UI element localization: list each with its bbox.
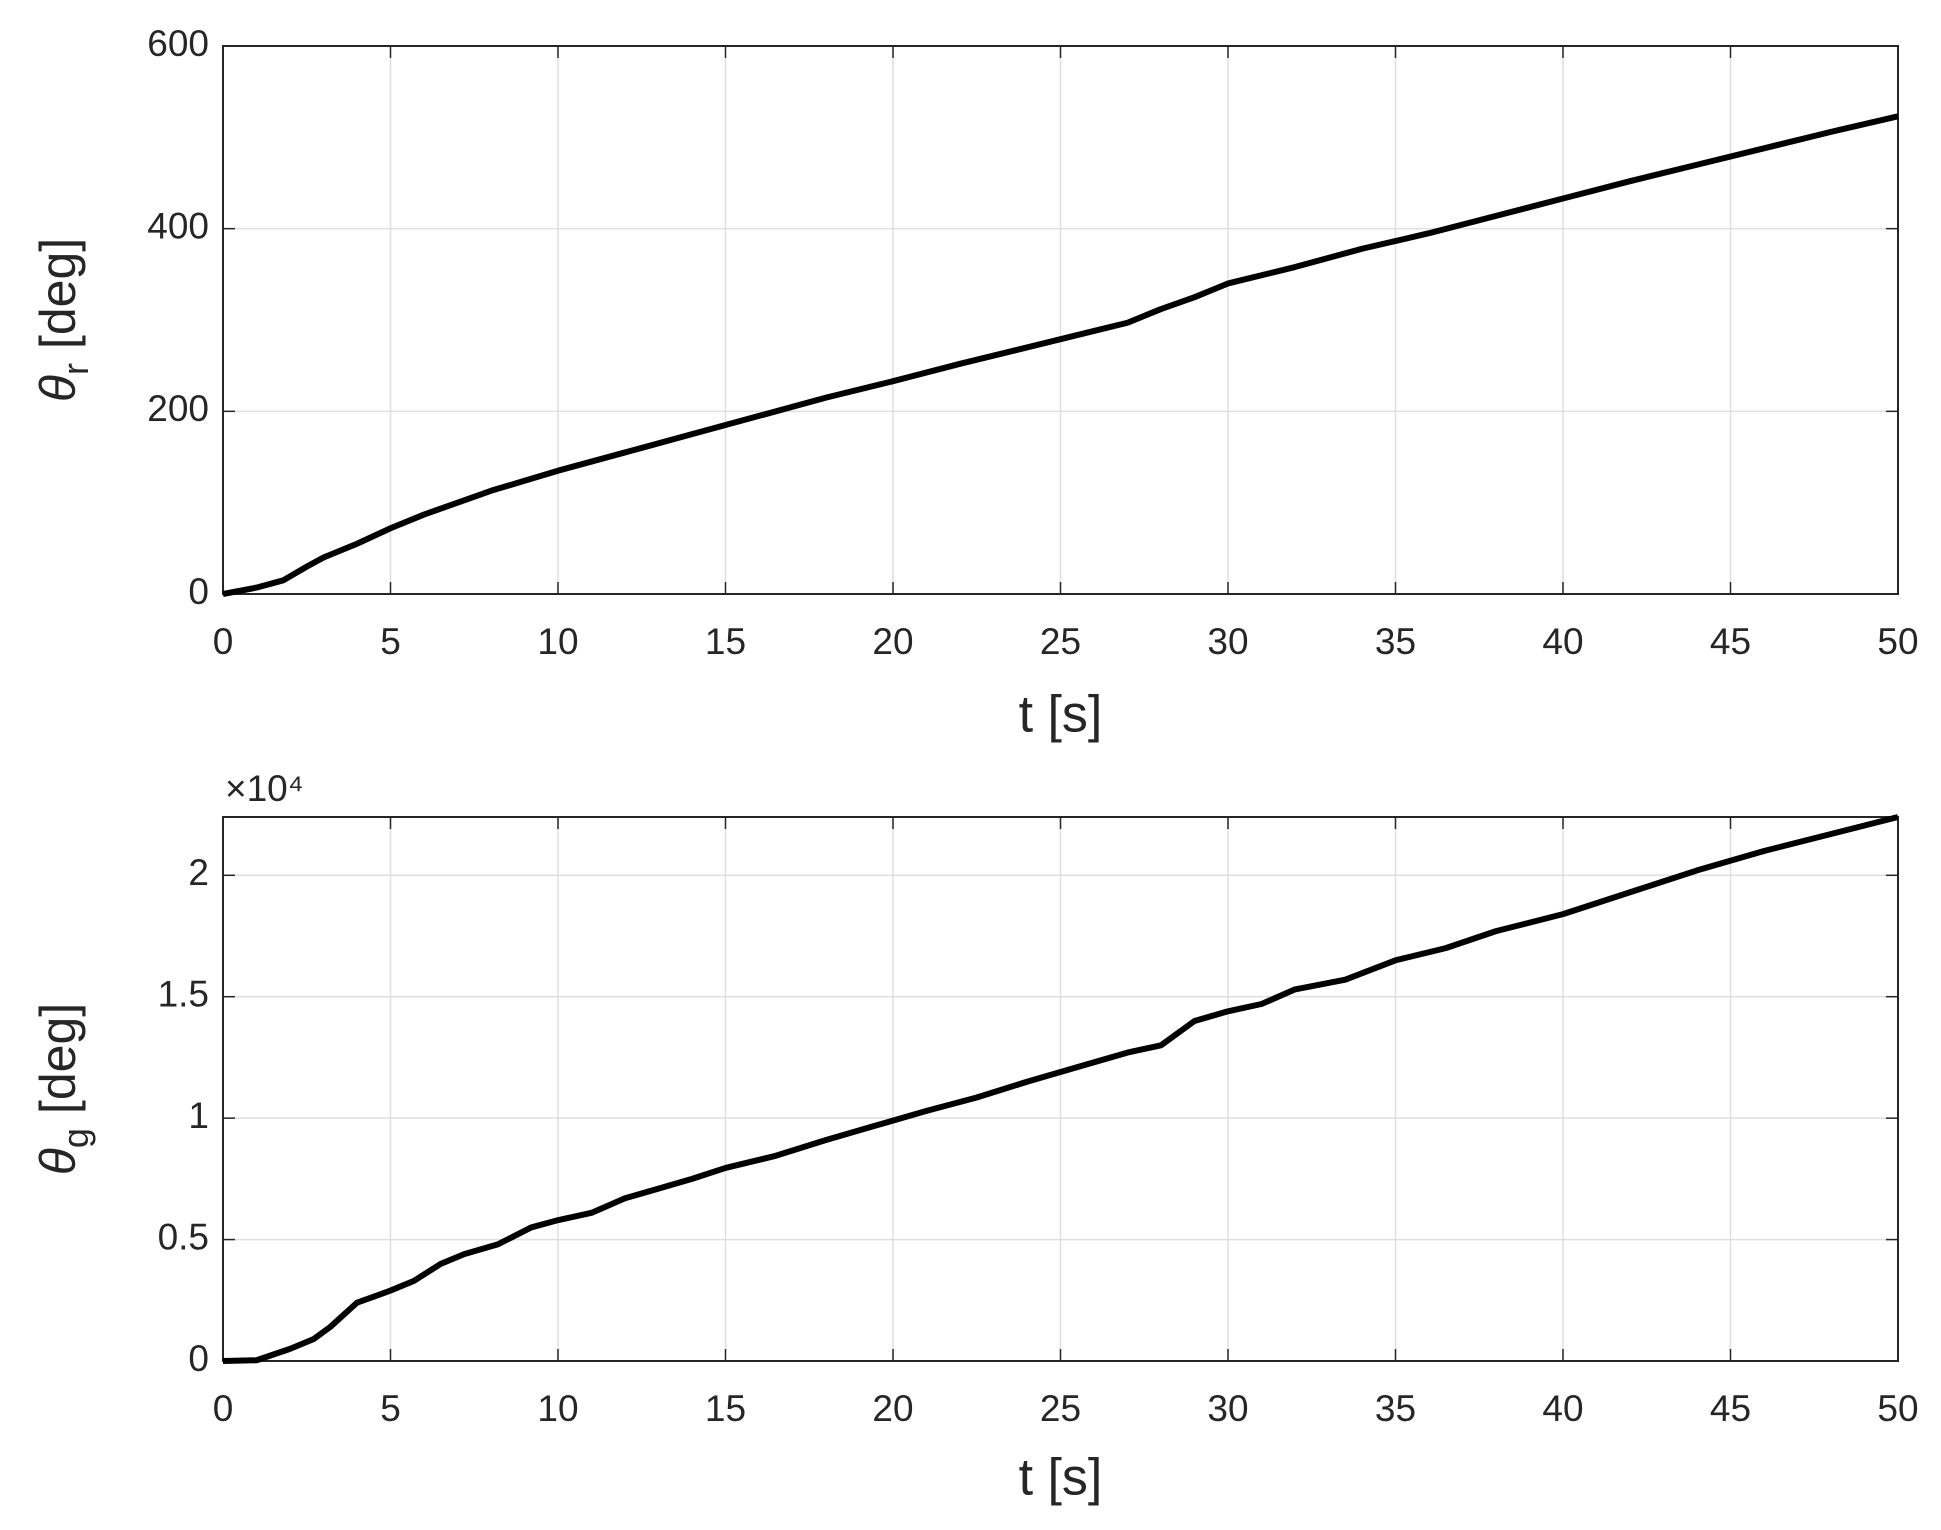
x-tick-label: 35	[1375, 1388, 1416, 1429]
x-tick-label: 0	[213, 621, 234, 662]
y-tick-label: 0	[188, 1338, 209, 1379]
axes-box	[222, 816, 1899, 1362]
y-tick-label: 0	[188, 571, 209, 612]
y-tick-label: 200	[147, 388, 209, 429]
y-tick-label: 1.5	[158, 973, 209, 1014]
x-tick-label: 5	[380, 621, 401, 662]
x-tick-label: 45	[1710, 1388, 1751, 1429]
y-label-unit: [deg]	[30, 1003, 86, 1114]
x-tick-label: 10	[537, 1388, 578, 1429]
x-tick-label: 25	[1040, 1388, 1081, 1429]
x-tick-label: 5	[380, 1388, 401, 1429]
y-tick-label: 2	[188, 852, 209, 893]
x-tick-label: 40	[1542, 621, 1583, 662]
y-label-symbol: θ	[30, 1148, 86, 1175]
x-tick-label: 15	[705, 1388, 746, 1429]
x-tick-label: 20	[872, 1388, 913, 1429]
y-tick-label: 1	[188, 1095, 209, 1136]
x-tick-label: 30	[1207, 1388, 1248, 1429]
y-label-symbol: θ	[30, 375, 86, 402]
y-label-unit: [deg]	[30, 238, 86, 349]
x-tick-label: 20	[872, 621, 913, 662]
data-line	[222, 113, 1899, 597]
y-tick-label: 0.5	[158, 1216, 209, 1257]
x-axis-label: t [s]	[1019, 1449, 1103, 1507]
x-tick-label: 15	[705, 621, 746, 662]
x-tick-label: 10	[537, 621, 578, 662]
x-tick-label: 50	[1877, 1388, 1918, 1429]
x-tick-label: 40	[1542, 1388, 1583, 1429]
y-axis-label: θr [deg]	[30, 238, 95, 402]
y-label-subscript: g	[55, 1128, 96, 1148]
y-label-subscript: r	[55, 363, 96, 375]
x-tick-label: 0	[213, 1388, 234, 1429]
y-axis-label: θg [deg]	[30, 1003, 95, 1175]
data-line	[222, 814, 1899, 1364]
x-axis-label: t [s]	[1019, 686, 1103, 744]
y-tick-label: 400	[147, 205, 209, 246]
axes-box	[222, 45, 1899, 595]
x-tick-label: 45	[1710, 621, 1751, 662]
x-tick-label: 35	[1375, 621, 1416, 662]
x-tick-label: 25	[1040, 621, 1081, 662]
y-multiplier: ×10⁴	[225, 768, 304, 809]
x-tick-label: 30	[1207, 621, 1248, 662]
x-tick-label: 50	[1877, 621, 1918, 662]
y-tick-label: 600	[147, 23, 209, 64]
